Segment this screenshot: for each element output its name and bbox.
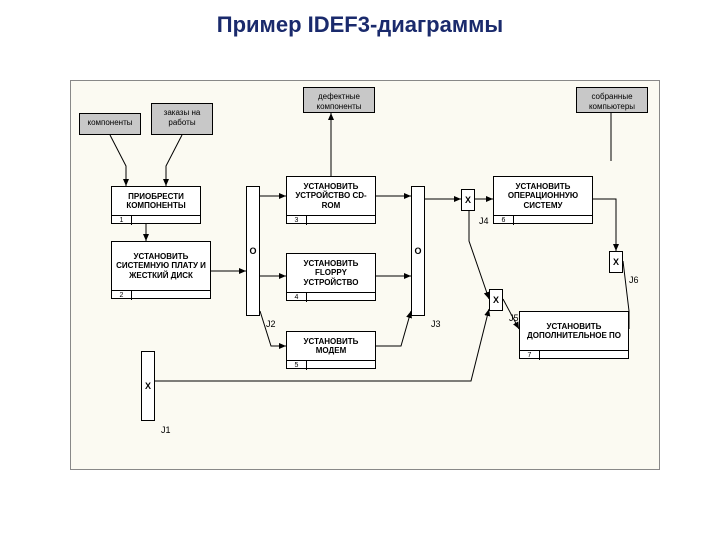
activity-label: УСТАНОВИТЬ ДОПОЛНИТЕЛЬНОЕ ПО (520, 312, 628, 350)
activity-a1: ПРИОБРЕСТИ КОМПОНЕНТЫ1 (111, 186, 201, 224)
activity-footer: 6 (494, 215, 592, 225)
activity-a2: УСТАНОВИТЬ СИСТЕМНУЮ ПЛАТУ И ЖЕСТКИЙ ДИС… (111, 241, 211, 299)
arrow-0 (110, 135, 126, 186)
junction-J3: O (411, 186, 425, 316)
activity-footer-rest (307, 216, 375, 225)
activity-number: 1 (112, 216, 132, 225)
activity-a3: УСТАНОВИТЬ УСТРОЙСТВО CD-ROM3 (286, 176, 376, 224)
junction-J4: X (461, 189, 475, 211)
junction-label-J5: J5 (509, 313, 519, 323)
activity-label: УСТАНОВИТЬ СИСТЕМНУЮ ПЛАТУ И ЖЕСТКИЙ ДИС… (112, 242, 210, 290)
activity-label: ПРИОБРЕСТИ КОМПОНЕНТЫ (112, 187, 200, 215)
junction-J2: O (246, 186, 260, 316)
activity-number: 6 (494, 216, 514, 225)
activity-footer-rest (514, 216, 592, 225)
activity-a6: УСТАНОВИТЬ ОПЕРАЦИОННУЮ СИСТЕМУ6 (493, 176, 593, 224)
activity-label: УСТАНОВИТЬ FLOPPY УСТРОЙСТВО (287, 254, 375, 292)
junction-label-J6: J6 (629, 275, 639, 285)
junction-label-J3: J3 (431, 319, 441, 329)
idef3-diagram: компоненты заказы на работы дефектные комп… (70, 80, 660, 470)
activity-footer-rest (540, 351, 628, 360)
activity-number: 7 (520, 351, 540, 360)
activity-label: УСТАНОВИТЬ МОДЕМ (287, 332, 375, 360)
activity-footer-rest (307, 293, 375, 302)
junction-J1: X (141, 351, 155, 421)
arrow-14 (593, 199, 616, 251)
activity-number: 4 (287, 293, 307, 302)
arrow-9 (376, 311, 411, 346)
activity-label: УСТАНОВИТЬ ОПЕРАЦИОННУЮ СИСТЕМУ (494, 177, 592, 215)
activity-footer: 2 (112, 290, 210, 300)
activity-footer-rest (307, 361, 375, 370)
ref-box-r3: дефектные компоненты (303, 87, 375, 113)
junction-J6: X (609, 251, 623, 273)
junction-J5: X (489, 289, 503, 311)
activity-footer-rest (132, 216, 200, 225)
activity-footer: 1 (112, 215, 200, 225)
activity-footer-rest (132, 291, 210, 300)
activity-footer: 3 (287, 215, 375, 225)
activity-number: 5 (287, 361, 307, 370)
activity-label: УСТАНОВИТЬ УСТРОЙСТВО CD-ROM (287, 177, 375, 215)
junction-label-J2: J2 (266, 319, 276, 329)
junction-label-J1: J1 (161, 425, 171, 435)
ref-box-r2: заказы на работы (151, 103, 213, 135)
activity-footer: 5 (287, 360, 375, 370)
ref-box-r4: собранные компьютеры (576, 87, 648, 113)
activity-a7: УСТАНОВИТЬ ДОПОЛНИТЕЛЬНОЕ ПО7 (519, 311, 629, 359)
activity-footer: 7 (520, 350, 628, 360)
activity-number: 3 (287, 216, 307, 225)
activity-footer: 4 (287, 292, 375, 302)
page-title: Пример IDEF3-диаграммы (0, 0, 720, 46)
activity-a5: УСТАНОВИТЬ МОДЕМ5 (286, 331, 376, 369)
activity-number: 2 (112, 291, 132, 300)
arrow-1 (166, 135, 182, 186)
activity-a4: УСТАНОВИТЬ FLOPPY УСТРОЙСТВО4 (286, 253, 376, 301)
ref-box-r1: компоненты (79, 113, 141, 135)
junction-label-J4: J4 (479, 216, 489, 226)
